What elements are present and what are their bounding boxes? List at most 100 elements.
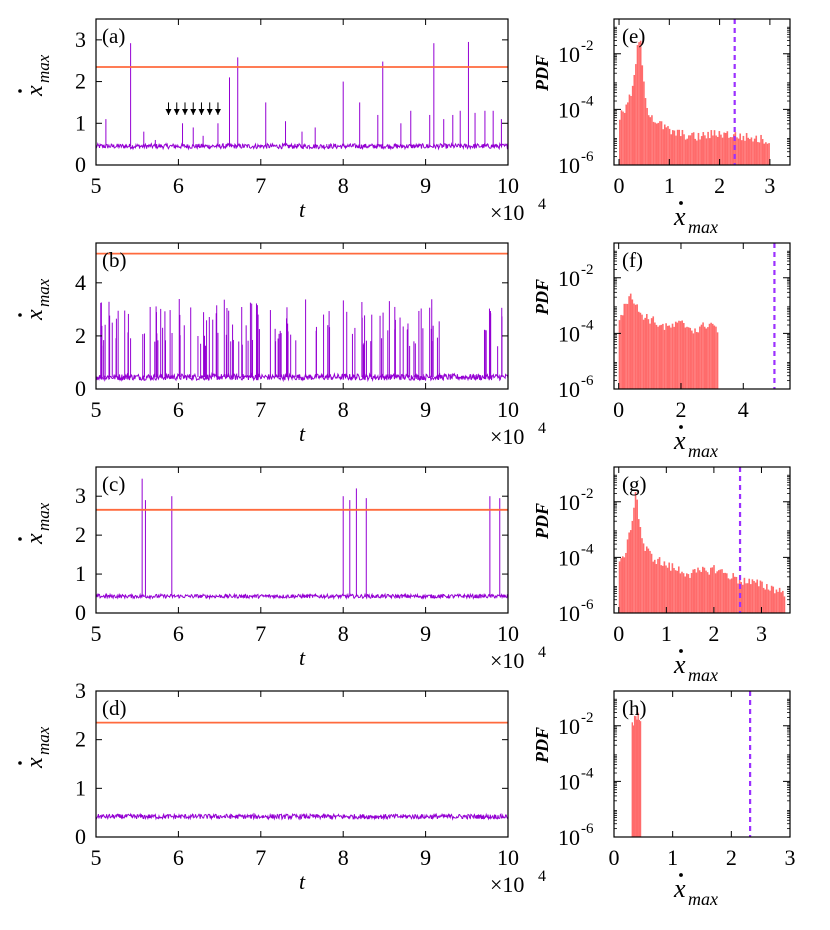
histogram-bar: [645, 546, 648, 613]
histogram-bar: [688, 135, 690, 165]
histogram-bar: [652, 561, 654, 613]
y-tick-label: 0: [75, 600, 86, 625]
y-tick-label-exp: -4: [581, 93, 594, 109]
x-tick-label: 9: [420, 173, 431, 198]
exponent-power: 4: [538, 420, 546, 437]
y-axis-label-sub: max: [34, 54, 53, 83]
histogram-bar: [742, 584, 744, 613]
y-axis-label-text: PDF: [532, 55, 552, 92]
histogram-bar: [766, 584, 768, 613]
exponent-base: ×10: [490, 872, 524, 897]
panel-label: (e): [622, 24, 645, 48]
histogram-bar: [716, 332, 719, 389]
y-tick-label: 0: [75, 824, 86, 849]
histogram-bar: [714, 573, 717, 613]
histogram-bar: [641, 538, 643, 613]
histogram-bar: [658, 325, 661, 389]
histogram-bar: [742, 135, 745, 165]
exponent-label: ×10 4: [490, 644, 546, 673]
histogram-bar: [668, 128, 671, 165]
histogram-bar: [697, 132, 700, 165]
y-tick-label-base: 10: [558, 545, 580, 570]
histogram-bar: [632, 725, 635, 837]
histogram-bar: [724, 572, 727, 613]
histogram-bar: [695, 332, 698, 389]
histogram-bar: [705, 328, 708, 389]
x-tick-label: 8: [338, 173, 349, 198]
histogram-bar: [746, 583, 749, 613]
histogram-bar: [647, 115, 650, 165]
dot-accent: [679, 201, 683, 205]
x-axis-label-sub: max: [688, 441, 718, 461]
x-tick-label: 10: [497, 845, 519, 870]
histogram-bar: [715, 135, 717, 165]
y-tick-label-base: 10: [558, 377, 580, 402]
histogram-bar: [642, 319, 645, 389]
histogram-bar: [682, 323, 685, 389]
histogram-bar: [724, 132, 727, 165]
exponent-power: 4: [538, 868, 546, 885]
y-tick-label: 1: [75, 110, 86, 135]
x-axis-label: t: [299, 421, 306, 446]
histogram-bar: [751, 579, 754, 613]
x-tick-label: 9: [420, 621, 431, 646]
y-tick-label: 3: [75, 678, 86, 703]
histogram-bar: [693, 569, 696, 613]
y-tick-label-base: 10: [558, 266, 580, 291]
histogram-bar: [755, 135, 758, 165]
y-tick-label-exp: -6: [581, 597, 594, 613]
histogram-bar: [721, 569, 723, 613]
histogram-bar: [631, 85, 634, 165]
histogram-bar: [647, 548, 650, 613]
histogram-bar: [637, 519, 640, 613]
histogram-bar: [686, 138, 689, 165]
y-tick-label-base: 10: [558, 825, 580, 850]
exponent-power: 4: [538, 196, 546, 213]
histogram-bar: [671, 563, 674, 613]
y-tick-label-base: 10: [558, 97, 580, 122]
histogram-bar: [643, 81, 645, 165]
histogram-bar: [635, 716, 637, 837]
histogram-bar: [707, 327, 709, 389]
x-tick-label: 0: [609, 845, 620, 870]
histogram-bar: [704, 135, 706, 165]
histogram-bar: [668, 562, 670, 613]
exponent-base: ×10: [490, 200, 524, 225]
y-tick-label: 3: [75, 483, 86, 508]
histogram-bar: [775, 589, 778, 613]
y-axis-label-sub: max: [34, 502, 53, 531]
x-tick-label: 2: [714, 173, 725, 198]
time-panel-b: 5 6 7 8 9 10 0 2 4 (b) t ×10 4 x max: [18, 242, 546, 449]
histogram-bar: [760, 134, 762, 165]
x-axis-label-main: x: [673, 426, 686, 455]
histogram-bar: [728, 137, 730, 165]
histogram-bar: [734, 576, 736, 613]
dot-accent: [18, 313, 22, 317]
x-tick-label: 5: [91, 397, 102, 422]
x-tick-label: 10: [497, 397, 519, 422]
histogram-bar: [627, 102, 629, 165]
histogram-bar: [619, 119, 621, 165]
histogram-bar: [668, 325, 671, 389]
x-tick-label: 9: [420, 397, 431, 422]
histogram-bar: [705, 570, 707, 613]
histogram-bar: [649, 117, 652, 165]
histogram-bar: [633, 507, 635, 613]
x-tick-label: 7: [255, 845, 266, 870]
histogram-bar: [667, 126, 669, 165]
histogram-bar: [662, 323, 664, 389]
histogram-bar: [652, 121, 655, 165]
y-tick-label: 2: [75, 727, 86, 752]
x-tick-label: 10: [497, 621, 519, 646]
y-tick-label-exp: -6: [581, 821, 594, 837]
histogram-bar: [675, 135, 677, 165]
histogram-bar: [636, 304, 638, 389]
histogram-bar: [655, 324, 658, 389]
histogram-bar: [761, 139, 764, 165]
arrow-head-icon: [181, 108, 188, 115]
y-axis-label: PDF: [532, 279, 552, 316]
histogram-bar: [739, 133, 741, 165]
x-axis-label: x max: [673, 649, 718, 685]
histogram-bar: [631, 299, 634, 389]
histogram-bar: [707, 131, 709, 165]
